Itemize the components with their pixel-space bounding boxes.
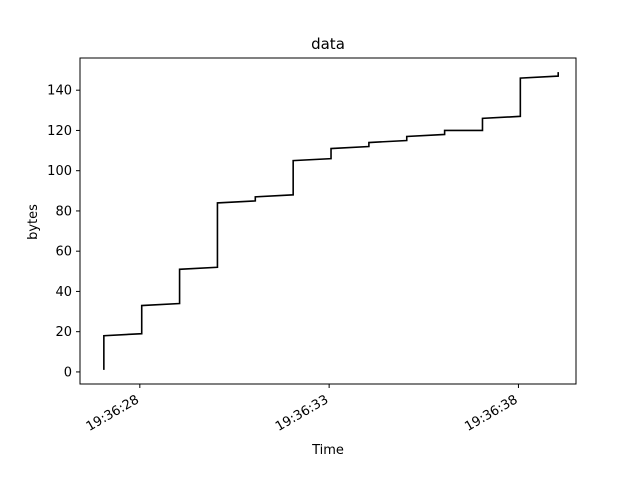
y-tick-label-0: 0	[64, 365, 72, 380]
chart-title: data	[311, 35, 345, 53]
y-tick-label-7: 140	[47, 84, 72, 99]
y-tick-label-5: 100	[47, 164, 72, 179]
y-axis-label: bytes	[26, 204, 41, 240]
y-tick-label-2: 40	[55, 285, 72, 300]
y-tick-label-1: 20	[55, 325, 72, 340]
series-line-0	[103, 72, 560, 370]
axes-frame	[79, 57, 577, 385]
y-tick-label-4: 80	[55, 204, 72, 219]
y-tick-label-6: 120	[47, 124, 72, 139]
y-tick-label-3: 60	[55, 245, 72, 260]
x-axis-label: Time	[311, 443, 344, 458]
